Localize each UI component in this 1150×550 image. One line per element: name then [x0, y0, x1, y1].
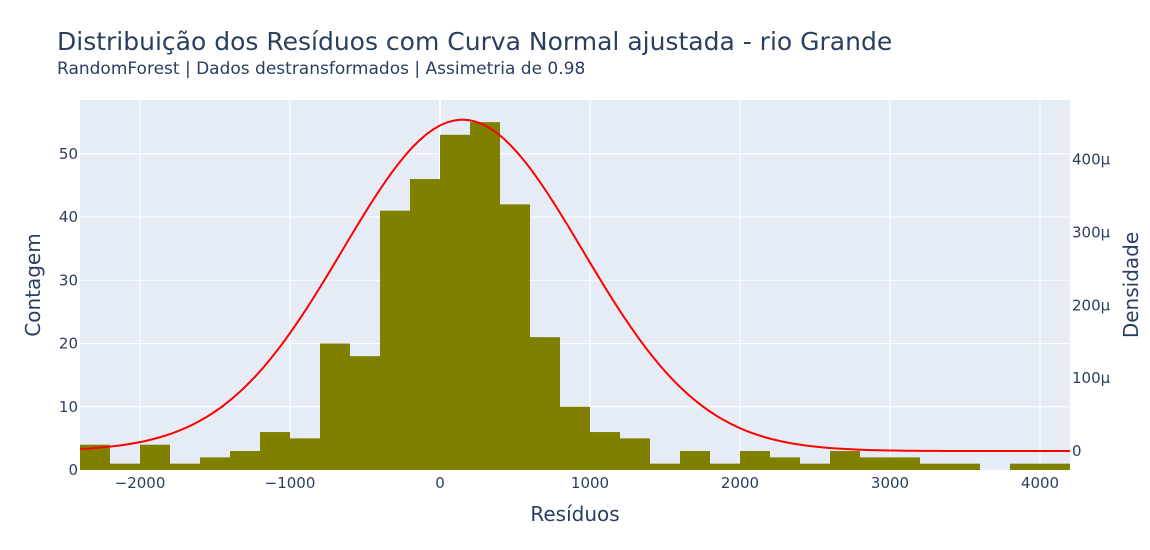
histogram-bars [80, 122, 1070, 471]
histogram-bar [560, 406, 590, 470]
histogram-bar [800, 463, 830, 470]
y-tick-label: 30 [59, 271, 78, 289]
y2-tick-label: 100μ [1072, 369, 1111, 387]
histogram-bar [950, 463, 980, 470]
histogram-bar [140, 444, 170, 470]
histogram-bar [350, 356, 380, 470]
y-tick-label: 20 [59, 335, 78, 353]
histogram-bar [230, 451, 260, 470]
chart-title: Distribuição dos Resíduos com Curva Norm… [57, 27, 892, 56]
histogram-bar [470, 122, 500, 470]
histogram-bar [380, 210, 410, 470]
y2-tick-label: 200μ [1072, 296, 1111, 314]
y2-axis-ticks: 0 100μ 200μ 300μ 400μ [1072, 151, 1111, 460]
histogram-bar [890, 457, 920, 470]
x-tick-label: 4000 [1021, 474, 1059, 492]
histogram-bar [290, 438, 320, 470]
histogram-bar [1040, 463, 1070, 470]
gridlines [80, 100, 1070, 470]
histogram-bar [500, 204, 530, 470]
histogram-bar [320, 343, 350, 470]
y2-axis-title: Densidade [1119, 232, 1143, 338]
x-tick-label: −1000 [265, 474, 316, 492]
histogram-bar [920, 463, 950, 470]
histogram-bar [260, 432, 290, 470]
chart-subtitle: RandomForest | Dados destransformados | … [57, 59, 585, 79]
x-tick-label: −2000 [115, 474, 166, 492]
histogram-bar [680, 451, 710, 470]
x-axis-title: Resíduos [530, 502, 619, 526]
y-tick-label: 40 [59, 208, 78, 226]
histogram-bar [650, 463, 680, 470]
y-tick-label: 0 [68, 461, 78, 479]
x-tick-label: 2000 [721, 474, 759, 492]
histogram-bar [740, 451, 770, 470]
histogram-bar [530, 337, 560, 470]
x-tick-label: 1000 [571, 474, 609, 492]
histogram-bar [170, 463, 200, 470]
y-axis-title: Contagem [21, 233, 45, 336]
x-tick-label: 3000 [871, 474, 909, 492]
y-tick-label: 50 [59, 145, 78, 163]
y2-tick-label: 0 [1072, 442, 1082, 460]
histogram-bar [1010, 463, 1040, 470]
x-tick-label: 0 [435, 474, 445, 492]
y-tick-label: 10 [59, 398, 78, 416]
x-axis-ticks: −2000 −1000 0 1000 2000 3000 4000 [115, 474, 1059, 492]
histogram-bar [440, 134, 470, 471]
histogram-bar [710, 463, 740, 470]
histogram-bar [590, 432, 620, 470]
histogram-bar [410, 179, 440, 471]
histogram-bar [110, 463, 140, 470]
histogram-bar [860, 457, 890, 470]
y2-tick-label: 300μ [1072, 224, 1111, 242]
histogram-bar [620, 438, 650, 470]
histogram-bar [830, 451, 860, 470]
histogram-bar [200, 457, 230, 470]
normal-curve-line [79, 118, 1070, 453]
histogram-bar [770, 457, 800, 470]
y-axis-ticks: 0 10 20 30 40 50 [59, 145, 78, 479]
y2-tick-label: 400μ [1072, 151, 1111, 169]
